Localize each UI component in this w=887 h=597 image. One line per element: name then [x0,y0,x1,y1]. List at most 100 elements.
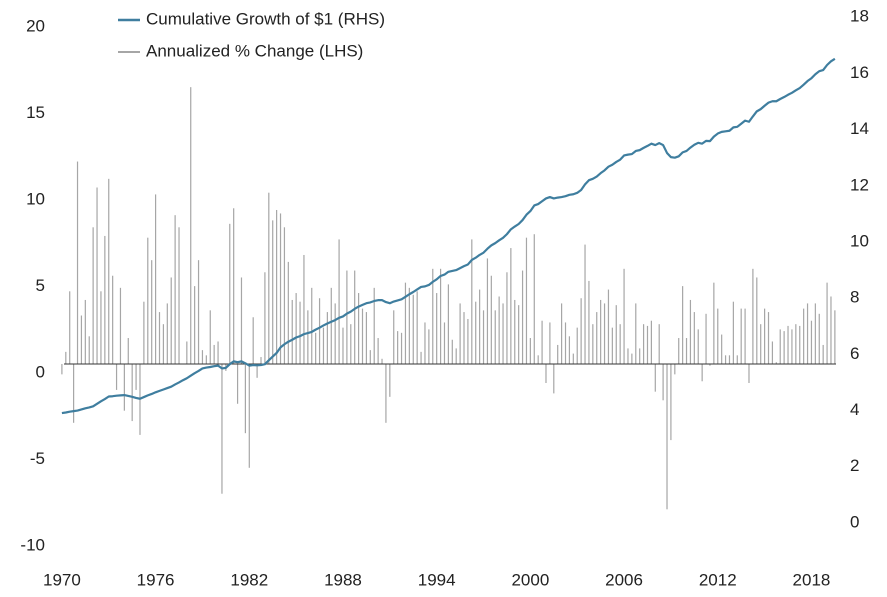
bar [810,320,813,364]
bar [115,363,118,390]
bar [295,293,297,364]
bar [728,355,731,364]
bar [408,287,410,364]
bar [514,299,516,364]
bar [646,325,649,364]
bar [830,296,832,364]
bar [283,227,286,364]
y2-tick-label: 12 [850,175,869,194]
bar [611,327,613,364]
bar [689,299,692,364]
x-tick-label: 1976 [137,570,175,589]
bar [190,87,192,364]
bar [518,305,520,364]
bar [248,363,250,468]
bar [439,268,442,364]
y2-tick-label: 4 [850,400,859,419]
bar [826,282,828,364]
bar [299,301,301,364]
bar [674,363,676,375]
bar [764,308,766,364]
bar [166,303,168,364]
bar [326,312,328,364]
bar [475,301,477,364]
bar [795,324,797,364]
bar [385,363,387,423]
bar [65,351,67,364]
bar [143,301,145,364]
bar [377,338,379,364]
y-tick-label: 10 [26,189,45,208]
x-tick-label: 2006 [605,570,643,589]
bar [693,312,695,364]
bar [158,312,161,364]
x-tick-label: 1988 [324,570,362,589]
bar [451,339,453,364]
bar [92,227,94,364]
bar [775,362,777,364]
bar [459,303,461,364]
bar [443,322,446,364]
bar [561,303,563,364]
y2-tick-label: 6 [850,344,859,363]
bar [276,209,278,364]
bar [658,324,660,364]
bar [584,244,586,364]
bar [358,293,360,364]
bar [701,363,703,382]
bar [236,363,239,404]
bar [467,318,469,364]
bar [61,363,63,375]
bar [80,315,83,364]
bar [170,277,172,364]
bar [834,310,836,364]
bar [322,327,325,364]
bar [822,344,824,364]
bar [100,291,102,364]
bar [76,161,79,364]
bar [603,303,606,364]
bar [338,239,340,364]
bar [736,355,738,364]
bar [490,275,492,364]
bar [178,227,180,364]
bar [588,280,590,364]
bar [346,270,348,364]
bar [682,286,684,364]
bar [732,301,734,364]
bar [307,310,309,364]
bar [147,237,149,364]
bar [436,293,438,364]
bar [549,322,551,364]
bar [119,287,122,364]
bar [233,208,235,364]
bar [201,350,204,364]
bar [272,220,274,364]
bar [662,363,664,401]
bar [697,329,699,364]
bar [174,215,176,364]
bar [279,213,282,364]
bar [108,178,110,364]
bar [291,299,293,364]
legend-label: Annualized % Change (LHS) [146,41,363,60]
bar [639,348,641,364]
y-tick-label: 15 [26,103,45,122]
bar [600,299,602,364]
bar [315,332,317,364]
bar [666,363,668,510]
bar [799,325,801,364]
bar [260,357,262,364]
bar [428,329,430,364]
bar [568,336,571,364]
x-tick-label: 1982 [230,570,268,589]
legend-label: Cumulative Growth of $1 (RHS) [146,9,385,28]
bar [553,363,555,394]
bar [670,363,672,441]
bar [268,192,270,364]
bar [748,363,750,384]
bar [619,324,621,364]
bar [334,303,336,364]
y2-tick-label: 2 [850,456,859,475]
bar [361,308,364,364]
